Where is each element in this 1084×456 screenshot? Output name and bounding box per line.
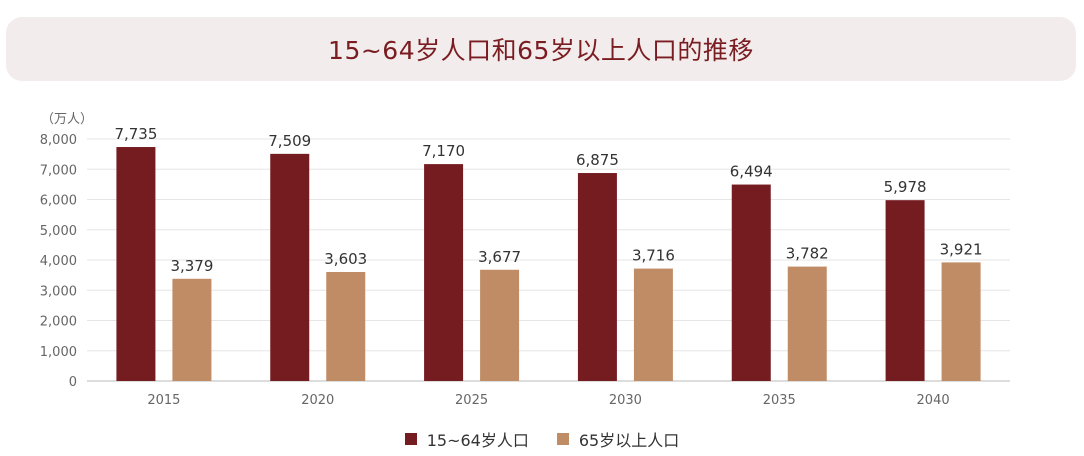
data-label: 7,170 xyxy=(422,142,465,160)
y-tick-label: 2,000 xyxy=(40,315,77,330)
bar-working-age xyxy=(270,153,310,381)
data-label: 6,875 xyxy=(576,151,619,169)
legend-swatch-working-age xyxy=(404,433,417,445)
y-tick-label: 1,000 xyxy=(40,345,77,360)
data-label: 7,735 xyxy=(114,125,157,143)
legend-label-working-age: 15~64岁人口 xyxy=(426,431,529,450)
y-tick-label: 5,000 xyxy=(40,224,77,239)
data-label: 6,494 xyxy=(730,163,773,181)
x-tick-label: 2035 xyxy=(763,393,796,408)
legend-swatch-elderly xyxy=(556,433,569,445)
bar-elderly xyxy=(326,272,366,381)
data-label: 3,782 xyxy=(786,245,829,263)
bar-elderly xyxy=(172,278,212,381)
x-tick-label: 2020 xyxy=(301,393,334,408)
chart-title-bar: 15~64岁人口和65岁以上人口的推移 xyxy=(6,17,1076,81)
data-label: 3,716 xyxy=(632,247,675,265)
bar-working-age xyxy=(577,173,617,381)
bar-elderly xyxy=(787,266,827,381)
chart-title: 15~64岁人口和65岁以上人口的推移 xyxy=(328,36,754,65)
bar-elderly xyxy=(941,262,981,381)
bar-elderly xyxy=(480,269,520,381)
y-tick-label: 4,000 xyxy=(40,254,77,269)
x-tick-label: 2025 xyxy=(455,393,488,408)
bar-elderly xyxy=(633,268,673,381)
y-tick-label: 8,000 xyxy=(40,133,77,148)
bar-working-age xyxy=(885,200,925,381)
x-tick-label: 2040 xyxy=(917,393,950,408)
chart-legend: 15~64岁人口 65岁以上人口 xyxy=(0,424,1084,454)
y-tick-label: 6,000 xyxy=(40,194,77,209)
bar-working-age xyxy=(424,164,464,381)
data-label: 3,379 xyxy=(170,257,213,275)
bar-working-age xyxy=(116,147,156,381)
data-label: 3,921 xyxy=(940,240,983,258)
legend-item-elderly: 65岁以上人口 xyxy=(556,427,680,451)
y-tick-label: 7,000 xyxy=(40,163,77,178)
x-tick-label: 2030 xyxy=(609,393,642,408)
bar-working-age xyxy=(731,184,771,381)
y-axis-unit-label: （万人） xyxy=(41,112,93,127)
legend-label-elderly: 65岁以上人口 xyxy=(578,431,680,450)
legend-item-working-age: 15~64岁人口 xyxy=(404,427,529,451)
bar-chart: （万人） 0 1,000 2,000 3,000 4,000 5,000 6,000 7,000… xyxy=(40,112,1010,408)
data-label: 7,509 xyxy=(268,132,311,150)
data-label: 3,603 xyxy=(324,250,367,268)
y-tick-label: 0 xyxy=(69,375,77,390)
data-label: 3,677 xyxy=(478,248,521,266)
data-label: 5,978 xyxy=(884,178,927,196)
x-tick-label: 2015 xyxy=(147,393,180,408)
y-tick-label: 3,000 xyxy=(40,284,77,299)
